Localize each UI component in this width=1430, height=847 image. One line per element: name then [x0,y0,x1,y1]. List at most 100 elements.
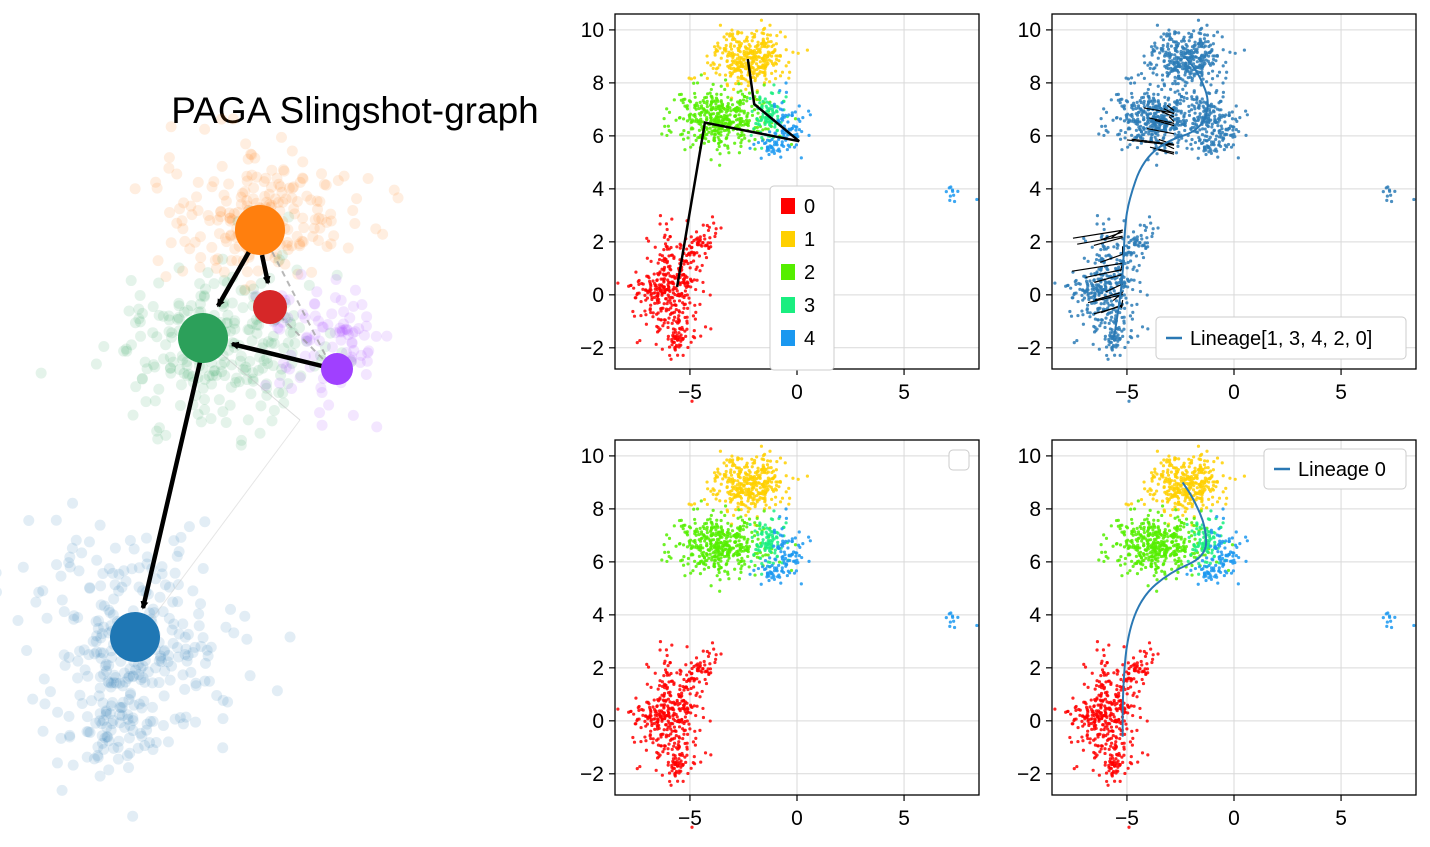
scatter-point [761,70,766,75]
scatter-point [784,48,788,52]
scatter-point [1111,769,1116,774]
scatter-point [729,98,733,102]
scatter-point [1078,287,1082,291]
scatter-point [778,480,782,484]
scatter-point [683,302,687,306]
scatter-point [778,514,782,519]
scatter-point [727,577,731,581]
scatter-point [778,533,782,537]
scatter-point [747,91,752,95]
scatter-point [1148,82,1152,86]
scatter-point [776,545,780,550]
scatter-point [1104,771,1109,775]
scatter-point [691,335,695,339]
scatter-point [705,502,709,506]
scatter-point [1151,227,1155,231]
scatter-point [711,61,715,65]
scatter-point [1388,189,1392,193]
scatter-point [757,481,761,485]
scatter-point [648,289,652,294]
scatter-point [666,284,671,289]
scatter-point [772,537,776,541]
scatter-point [707,556,711,560]
scatter-point [753,57,757,61]
scatter-point [789,554,793,558]
scatter-point [683,148,687,152]
scatter-point [752,53,756,57]
scatter-point [737,539,741,543]
scatter-point [711,487,715,491]
scatter-point [663,233,667,237]
scatter-point [1126,279,1130,283]
scatter-point [754,62,759,66]
scatter-point [688,301,692,305]
scatter-point [1225,70,1229,74]
scatter-point [715,129,719,133]
scatter-point [1111,343,1116,348]
scatter-point [775,110,779,114]
scatter-point [714,657,718,661]
scatter-point [1384,186,1388,190]
scatter-point [664,648,669,652]
scatter-point [690,118,694,122]
scatter-point [1089,272,1093,276]
scatter-point [696,120,701,124]
scatter-point [944,190,948,194]
scatter-point [1148,125,1152,129]
scatter-point [1142,76,1146,80]
scatter-point [786,120,790,124]
scatter-point [1110,754,1114,758]
scatter-point [1076,739,1080,744]
scatter-point [716,44,720,48]
scatter-point [780,496,785,500]
scatter-point [1162,136,1166,140]
scatter-point [1176,74,1181,78]
scatter-point [699,499,703,503]
scatter-point [663,668,668,672]
scatter-point [736,53,740,57]
scatter-point [766,50,770,54]
scatter-point [706,61,710,65]
scatter-point [1242,48,1247,52]
scatter-point [1106,306,1110,310]
scatter-point [1146,753,1150,757]
scatter-point [1086,729,1090,733]
scatter-point [782,570,786,575]
scatter-point [737,113,741,117]
scatter-point [670,679,674,683]
scatter-point [1105,690,1109,694]
scatter-point [1206,146,1210,150]
scatter-point [768,33,773,37]
scatter-point [745,95,749,100]
scatter-point [1129,328,1133,333]
scatter-point [1113,747,1117,751]
scatter-point [1074,291,1078,295]
scatter-point [731,120,736,124]
scatter-point [664,723,668,727]
scatter-point [690,552,694,556]
scatter-point [952,199,957,204]
scatter-point [1152,92,1156,96]
scatter-point [1140,237,1144,241]
scatter-point [732,87,736,91]
paga-node-green [178,313,228,363]
scatter-point [1130,743,1134,747]
scatter-point [740,138,744,142]
scatter-point [1110,328,1114,332]
scatter-point [716,135,720,139]
scatter-point [1112,700,1116,704]
scatter-point [717,570,721,575]
scatter-point [689,285,693,289]
scatter-point [1101,222,1106,226]
scatter-point [1223,133,1227,137]
scatter-point [1224,502,1228,506]
scatter-point [760,104,764,108]
scatter-point [711,508,715,512]
scatter-point [1109,299,1114,303]
scatter-points [616,18,979,403]
scatter-point [692,502,697,506]
scatter-point [751,50,755,54]
scatter-point [784,95,788,99]
scatter-point [740,92,745,96]
scatter-point [1202,37,1207,41]
